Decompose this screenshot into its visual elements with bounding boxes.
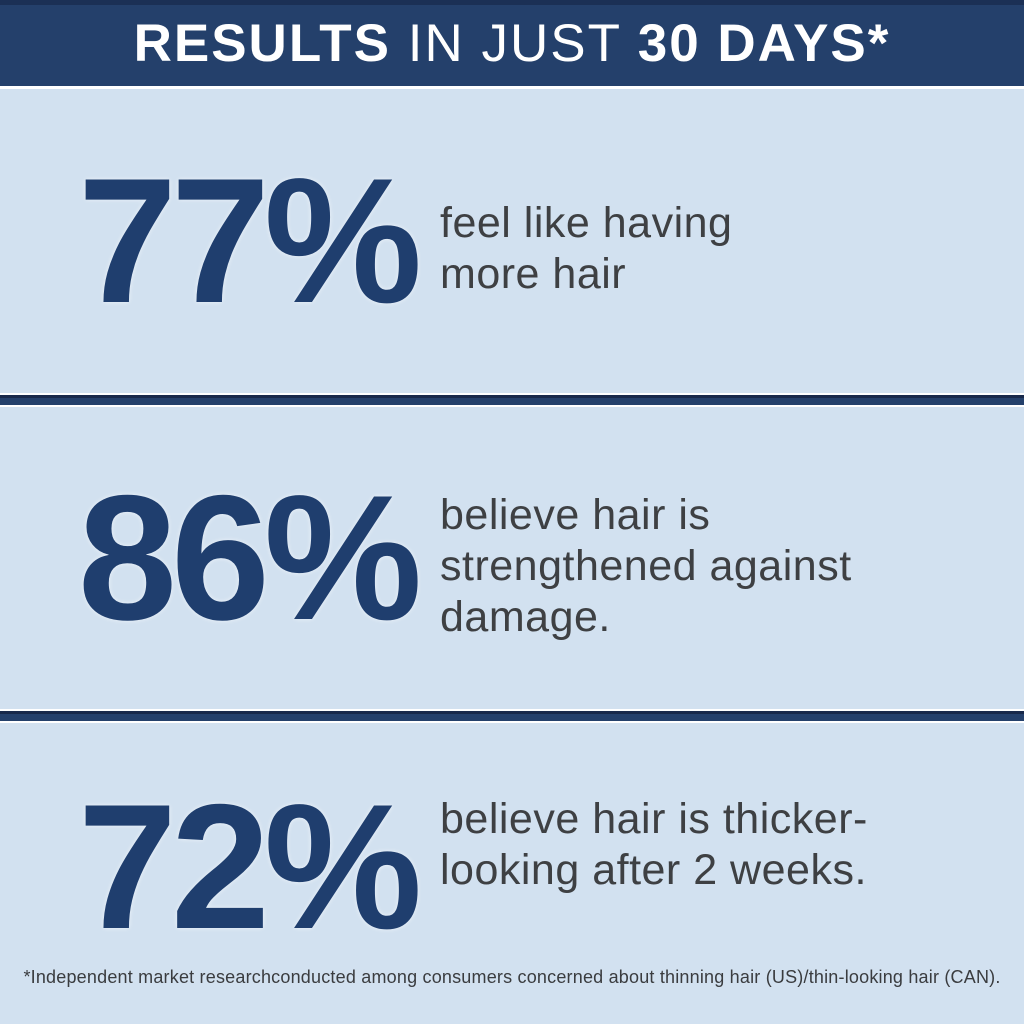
stat-value-86: 86% <box>78 458 422 657</box>
stat-description-line: believe hair is thicker- <box>440 795 868 843</box>
title-segment-30-days: 30 DAYS* <box>637 14 891 73</box>
footnote-disclaimer: *Independent market researchconducted am… <box>23 967 1001 987</box>
stat-description-line: looking after 2 weeks. <box>440 846 867 894</box>
stat-description-86: believe hair is strengthened against dam… <box>440 490 852 643</box>
title-segment-results: RESULTS <box>133 14 391 73</box>
stat-row-72: 72% believe hair is thicker- looking aft… <box>0 723 1024 1024</box>
divider-bar <box>0 395 1024 405</box>
page-title: RESULTS IN JUST 30 DAYS* <box>134 13 891 78</box>
stat-description-line: feel like having <box>440 199 733 247</box>
stat-row-77: 77% feel like having more hair <box>0 89 1024 393</box>
title-segment-in-just: IN JUST <box>407 14 638 73</box>
stat-value-77: 77% <box>78 141 422 340</box>
stat-description-line: strengthened against <box>440 541 852 590</box>
header-banner: RESULTS IN JUST 30 DAYS* <box>0 0 1024 89</box>
stat-value-72: 72% <box>78 767 422 966</box>
stat-description-72: believe hair is thicker- looking after 2… <box>440 794 868 896</box>
section-divider <box>0 709 1024 723</box>
stat-description-77: feel like having more hair <box>440 198 732 300</box>
divider-bar <box>0 711 1024 721</box>
stat-description-line: believe hair is <box>440 490 711 539</box>
stat-description-line: damage. <box>440 592 611 641</box>
stat-description-line: more hair <box>440 250 627 298</box>
stat-row-86: 86% believe hair is strengthened against… <box>0 407 1024 709</box>
section-divider <box>0 393 1024 407</box>
